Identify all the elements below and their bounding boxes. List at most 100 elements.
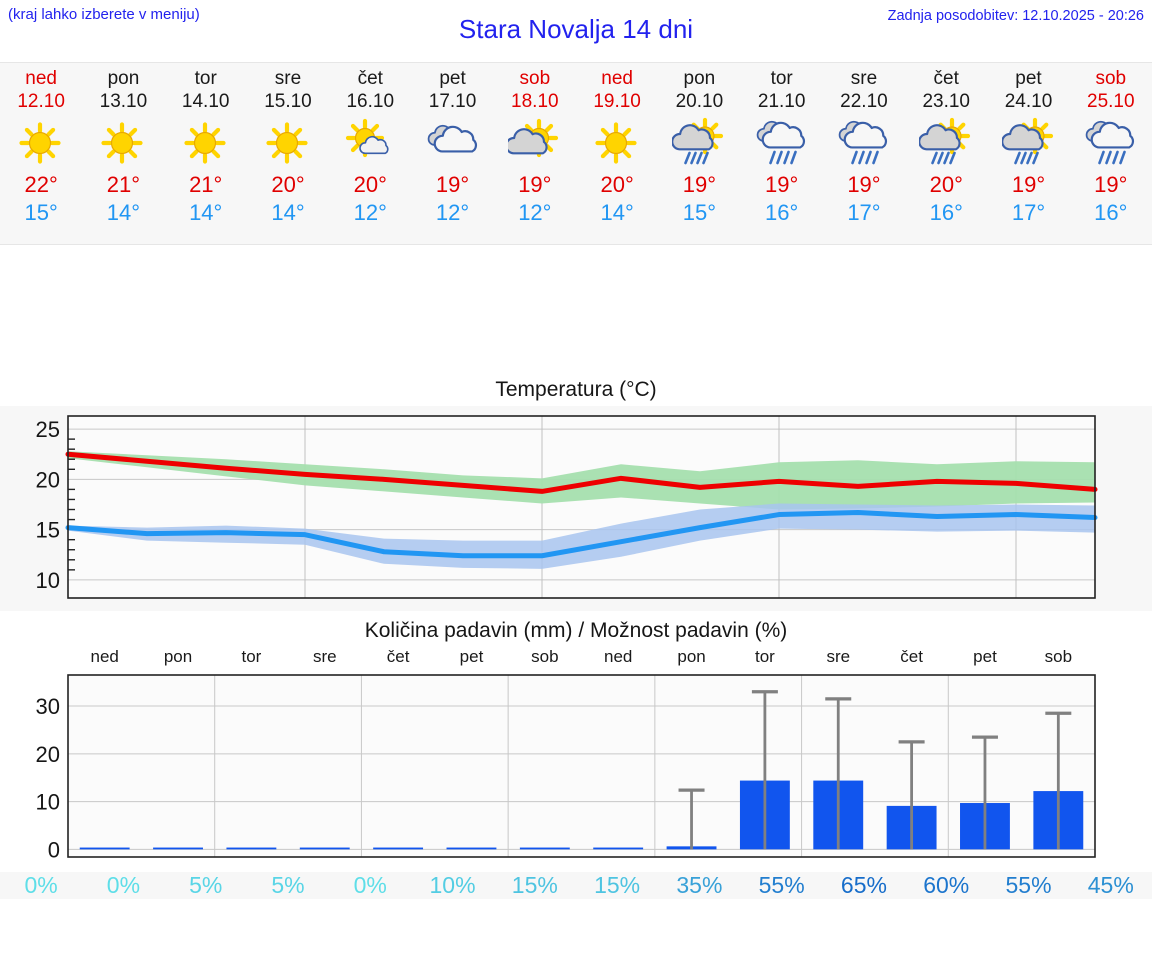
svg-text:15: 15 [36, 518, 60, 543]
day-min-temp: 14° [600, 200, 634, 225]
precip-probability: 0% [353, 872, 387, 898]
day-column[interactable]: tor 14.10 21° 14° [165, 63, 247, 244]
precip-probability: 5% [271, 872, 305, 898]
day-column[interactable]: čet 16.10 20° 12° [329, 63, 411, 244]
day-max-temp: 20° [353, 172, 387, 197]
precip-probability: 0% [106, 872, 141, 898]
cloud-rain-icon [837, 115, 891, 169]
day-date: 17.10 [428, 91, 477, 112]
day-min-temp: 12° [353, 200, 387, 225]
day-column[interactable]: čet 23.10 20° 16° [905, 63, 987, 244]
precipitation-plot-svg: 0 10 20 30 [36, 674, 1096, 862]
sun-cloud-rain-icon [1001, 115, 1056, 169]
day-column[interactable]: sre 22.10 19° 17° [823, 63, 905, 244]
day-max-temp: 19° [682, 172, 717, 197]
precip-probability: 55% [758, 872, 805, 898]
day-date: 13.10 [99, 91, 148, 112]
day-date: 14.10 [181, 91, 230, 112]
precip-day-label: ned [90, 647, 119, 666]
day-min-temp: 16° [1094, 200, 1128, 225]
day-date: 19.10 [593, 91, 641, 112]
day-column[interactable]: sob 18.10 19° 12° [494, 63, 576, 244]
day-column[interactable]: tor 21.10 19° 16° [741, 63, 823, 244]
day-max-temp: 19° [847, 172, 881, 197]
day-max-temp: 19° [765, 172, 799, 197]
precip-day-label: pon [163, 647, 193, 666]
precip-day-label: čet [386, 647, 410, 666]
day-date: 25.10 [1087, 91, 1135, 112]
precip-probability: 15% [511, 872, 558, 898]
day-min-temp: 15° [682, 200, 717, 225]
sunny-icon [96, 115, 150, 169]
sunny-icon [179, 115, 233, 169]
day-name: tor [770, 68, 793, 89]
precip-day-label: pon [677, 647, 706, 666]
precip-day-label: sre [826, 647, 851, 666]
day-column[interactable]: pon 13.10 21° 14° [82, 63, 164, 244]
day-name: pet [439, 68, 466, 89]
sunny-icon [14, 115, 68, 169]
precip-day-label: tor [241, 647, 262, 666]
precip-day-label: tor [754, 647, 775, 666]
spacer [0, 245, 1152, 370]
day-date: 23.10 [922, 91, 970, 112]
day-min-temp: 16° [929, 200, 963, 225]
day-name: ned [601, 68, 633, 89]
day-date: 15.10 [264, 91, 312, 112]
precip-day-label: pet [973, 647, 997, 666]
svg-text:10: 10 [36, 790, 60, 815]
day-min-temp: 16° [765, 200, 799, 225]
svg-text:0: 0 [48, 837, 60, 862]
svg-text:25: 25 [36, 417, 60, 442]
day-max-temp: 20° [271, 172, 305, 197]
precip-day-label: pet [459, 647, 484, 666]
precip-probability: 10% [429, 872, 476, 898]
sun-cloud-icon [507, 115, 562, 169]
precipitation-probability-row: 0% 0% 5% 5% 0% 10% 15% 15% 35% 55% 65% 60% 55% 45% [0, 872, 1152, 899]
day-name: tor [194, 68, 217, 89]
page-header: (kraj lahko izberete v meniju) Stara Nov… [0, 0, 1152, 62]
day-column[interactable]: ned 12.10 22° 15° [0, 63, 82, 244]
day-column[interactable]: pet 24.10 19° 17° [987, 63, 1069, 244]
day-column[interactable]: sob 25.10 19° 16° [1070, 63, 1152, 244]
day-column[interactable]: ned 19.10 20° 14° [576, 63, 658, 244]
precip-day-label: sob [531, 647, 559, 666]
svg-text:20: 20 [36, 467, 60, 492]
day-date: 24.10 [1004, 91, 1053, 112]
day-name: sre [850, 68, 878, 89]
svg-text:30: 30 [36, 694, 60, 719]
precip-day-label: ned [604, 647, 633, 666]
day-date: 18.10 [511, 91, 559, 112]
day-max-temp: 22° [24, 172, 58, 197]
precip-day-label: čet [900, 647, 923, 666]
day-max-temp: 20° [929, 172, 963, 197]
day-min-temp: 14° [106, 200, 141, 225]
precip-probability: 60% [923, 872, 970, 898]
precip-probability: 15% [594, 872, 641, 898]
day-column[interactable]: pon 20.10 19° 15° [658, 63, 740, 244]
day-date: 21.10 [757, 91, 806, 112]
day-column[interactable]: pet 17.10 19° 12° [411, 63, 493, 244]
precipitation-chart-section: Količina padavin (mm) / Možnost padavin … [0, 611, 1152, 899]
cloud-rain-icon [1084, 115, 1138, 169]
precip-probability: 45% [1087, 872, 1134, 898]
day-column[interactable]: sre 15.10 20° 14° [247, 63, 329, 244]
day-max-temp: 19° [435, 172, 470, 197]
precip-probability: 0% [24, 872, 58, 898]
day-name: sob [519, 68, 551, 89]
precip-probability: 55% [1005, 872, 1052, 898]
day-min-temp: 15° [24, 200, 58, 225]
day-min-temp: 14° [189, 200, 223, 225]
day-max-temp: 19° [1011, 172, 1046, 197]
precipitation-day-labels: ned pon tor sre čet pet sob ned pon tor sre čet pet s… [0, 647, 1152, 667]
day-date: 12.10 [17, 91, 65, 112]
temperature-chart-title: Temperatura (°C) [495, 378, 657, 401]
day-name: pon [107, 68, 140, 89]
precip-probability: 65% [840, 872, 887, 898]
cloudy-icon [426, 115, 480, 169]
precip-probability: 35% [676, 872, 723, 898]
sunny-icon [590, 115, 644, 169]
day-date: 22.10 [840, 91, 888, 112]
